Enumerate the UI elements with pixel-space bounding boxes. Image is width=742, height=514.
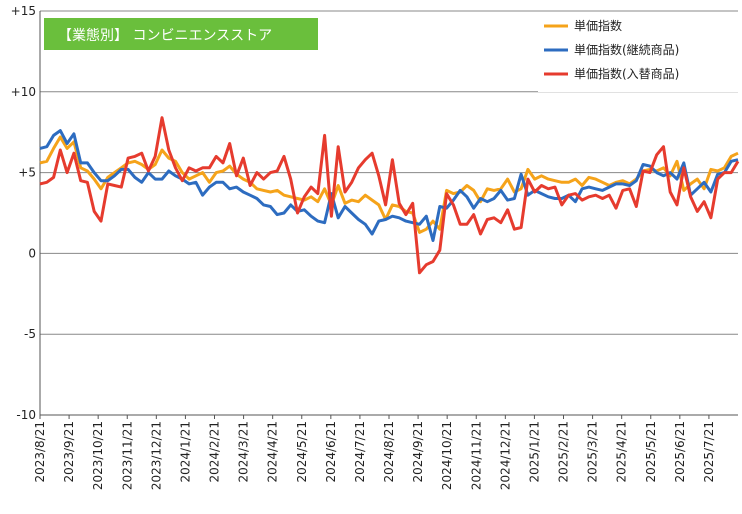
x-tick-labels: 2023/8/21 2023/9/21 2023/10/21 2023/11/21 20… bbox=[33, 415, 716, 490]
y-tick-labels: -10 -5 0 +5 +10 +15 bbox=[11, 4, 36, 422]
series-line-2 bbox=[39, 129, 739, 242]
x-tick-label: 2024/5/21 bbox=[295, 421, 309, 483]
y-tick-label: -5 bbox=[24, 327, 36, 341]
x-tick-label: 2024/1/21 bbox=[178, 421, 192, 483]
series-line-3 bbox=[39, 116, 740, 275]
x-tick-label: 2024/3/21 bbox=[237, 421, 251, 483]
x-tick-label: 2024/8/21 bbox=[382, 421, 396, 483]
x-tick-label: 2023/12/21 bbox=[149, 421, 163, 490]
x-tick-label: 2024/11/21 bbox=[469, 421, 483, 490]
y-tick-label: +15 bbox=[11, 4, 36, 18]
series-lines bbox=[39, 116, 740, 275]
legend-background bbox=[538, 12, 738, 92]
title-badge-text: 【業態別】 コンビニエンスストア bbox=[58, 28, 272, 44]
x-tick-label: 2025/4/21 bbox=[615, 421, 629, 483]
title-badge: 【業態別】 コンビニエンスストア bbox=[44, 18, 318, 50]
x-tick-label: 2024/7/21 bbox=[353, 421, 367, 483]
x-tick-label: 2024/10/21 bbox=[440, 421, 454, 490]
x-tick-label: 2023/8/21 bbox=[33, 421, 47, 483]
x-tick-label: 2025/3/21 bbox=[586, 421, 600, 483]
y-tick-label: 0 bbox=[28, 246, 36, 260]
y-tick-label: +10 bbox=[11, 85, 36, 99]
x-tick-label: 2024/12/21 bbox=[498, 421, 512, 490]
x-tick-label: 2024/9/21 bbox=[411, 421, 425, 483]
x-tick-label: 2023/9/21 bbox=[62, 421, 76, 483]
y-tick-label: -10 bbox=[16, 408, 36, 422]
x-tick-label: 2023/11/21 bbox=[120, 421, 134, 490]
legend-label: 単価指数 bbox=[574, 18, 622, 33]
series-line-1 bbox=[39, 135, 739, 234]
y-tick-label: +5 bbox=[18, 166, 36, 180]
x-tick-label: 2024/6/21 bbox=[324, 421, 338, 483]
x-tick-label: 2025/5/21 bbox=[644, 421, 658, 483]
x-tick-label: 2025/7/21 bbox=[702, 421, 716, 483]
title-badge-background bbox=[44, 18, 318, 50]
legend-label: 単価指数(継続商品) bbox=[574, 42, 679, 57]
x-tick-label: 2025/6/21 bbox=[673, 421, 687, 483]
x-tick-label: 2024/2/21 bbox=[208, 421, 222, 483]
x-tick-label: 2025/2/21 bbox=[557, 421, 571, 483]
legend-label: 単価指数(入替商品) bbox=[574, 66, 679, 81]
x-tick-label: 2025/1/21 bbox=[527, 421, 541, 483]
x-tick-label: 2023/10/21 bbox=[91, 421, 105, 490]
x-tick-label: 2024/4/21 bbox=[266, 421, 280, 483]
